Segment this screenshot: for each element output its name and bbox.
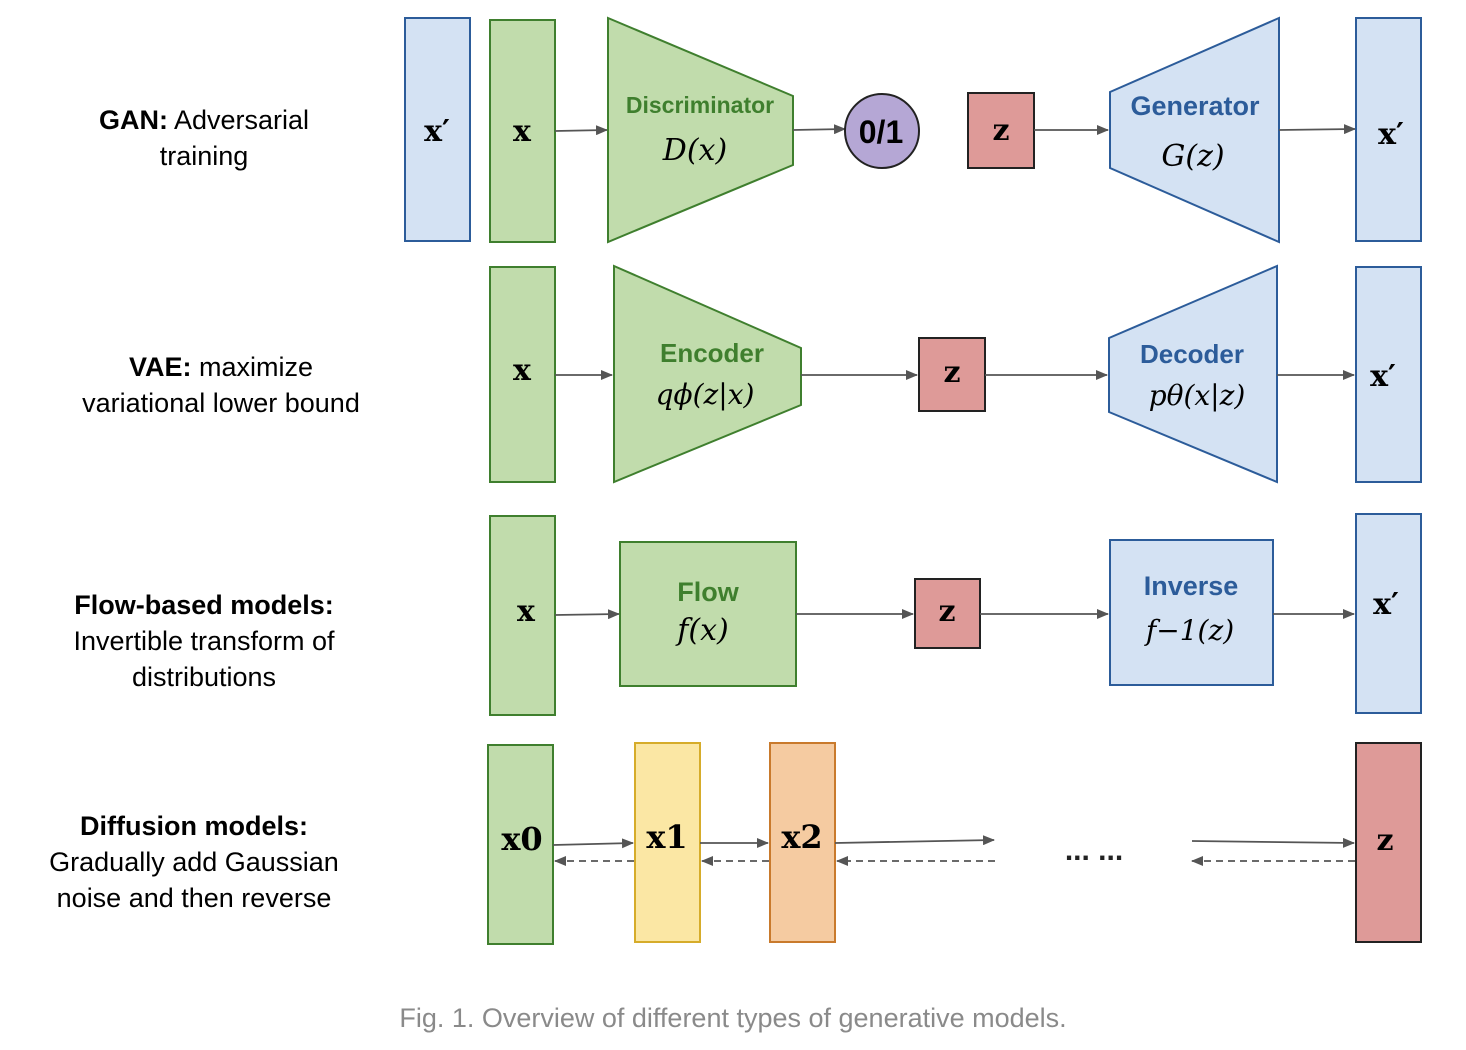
gan-label-line2: training <box>159 141 249 171</box>
flow-label-line2: Invertible transform of <box>73 626 335 656</box>
flow-box <box>619 541 797 687</box>
vae-label-bold: VAE: <box>128 352 192 382</box>
flow-z-text: z <box>938 594 955 629</box>
gan-label-bold: GAN: <box>98 105 168 135</box>
flow-title: Flow <box>677 577 739 607</box>
gan-z-text: z <box>992 113 1009 148</box>
inverse-box <box>1109 539 1274 686</box>
flow-label-bold: Flow-based models: <box>74 590 334 620</box>
flow-x-box <box>489 515 556 716</box>
diffusion-label-bold: Diffusion models: <box>80 811 308 841</box>
flow-x-text: x <box>517 594 536 629</box>
decoder-title: Decoder <box>1140 339 1244 369</box>
flow-arrow-x-to-flow <box>554 609 620 620</box>
gan-x-prime-input-text: x′ <box>424 114 450 149</box>
gan-output-text: 0/1 <box>859 114 903 150</box>
diffusion-x1-box <box>634 742 701 943</box>
diffusion-z-text: z <box>1376 823 1393 858</box>
gan-arrow-discriminator-to-output <box>792 124 846 135</box>
flow-label: Flow-based models: Invertible transform … <box>4 587 404 695</box>
gan-arrow-generator-to-output <box>1278 124 1356 135</box>
decoder-shape <box>1108 264 1278 484</box>
gan-output-circle <box>844 93 920 169</box>
vae-x-box <box>489 266 556 483</box>
vae-label: VAE: maximize variational lower bound <box>21 349 421 421</box>
gan-x-text: x <box>513 114 532 149</box>
vae-x-prime-output-text: x′ <box>1370 359 1396 394</box>
vae-z-text: z <box>943 355 960 390</box>
diffusion-label-line2: Gradually add Gaussian <box>49 847 339 877</box>
generator-title: Generator <box>1130 91 1260 121</box>
generator-function: G(z) <box>1161 139 1224 174</box>
decoder-function: pθ(x|z) <box>1149 379 1246 412</box>
diffusion-x1-text: x1 <box>646 818 687 856</box>
inverse-title: Inverse <box>1144 571 1239 601</box>
gan-label-rest: Adversarial <box>173 105 310 135</box>
inverse-function: f−1(z) <box>1144 614 1234 647</box>
diffusion-forward-arrow-to-z <box>1191 837 1355 848</box>
diffusion-ellipsis: ... ... <box>1065 834 1123 867</box>
flow-label-line3: distributions <box>131 662 277 692</box>
encoder-shape <box>613 264 802 484</box>
diffusion-label: Diffusion models: Gradually add Gaussian… <box>0 808 394 916</box>
flow-function: f(x) <box>675 613 728 648</box>
diffusion-forward-arrow-x2-on <box>834 835 995 846</box>
generator-shape <box>1109 16 1280 244</box>
discriminator-title: Discriminator <box>626 92 774 118</box>
gan-z-box <box>967 92 1035 169</box>
flow-x-prime-output-box <box>1355 513 1422 714</box>
generative-models-diagram: x′ x Discriminator D(x) 0/1 z Generator … <box>404 16 1422 945</box>
diffusion-z-box <box>1355 742 1422 943</box>
vae-x-prime-output-box <box>1355 266 1422 483</box>
gan-arrow-x-to-discriminator <box>554 125 608 136</box>
gan-x-prime-input-box <box>404 17 471 242</box>
gan-x-prime-output-box <box>1355 17 1422 242</box>
encoder-function: qϕ(z|x) <box>656 378 755 411</box>
gan-x-box <box>489 19 556 243</box>
gan-x-prime-output-text: x′ <box>1378 117 1404 152</box>
diffusion-label-line3: noise and then reverse <box>56 883 332 913</box>
flow-x-prime-output-text: x′ <box>1373 587 1399 622</box>
gan-label: GAN: Adversarial training <box>4 102 404 174</box>
vae-z-box <box>918 337 986 412</box>
figure-caption: Fig. 1. Overview of different types of g… <box>399 1003 1067 1033</box>
diffusion-forward-arrow-x0-x1 <box>552 838 634 849</box>
diffusion-x2-text: x2 <box>781 818 822 856</box>
discriminator-shape <box>607 16 794 244</box>
vae-label-rest: maximize <box>199 352 314 382</box>
diffusion-x0-text: x0 <box>501 820 542 858</box>
discriminator-function: D(x) <box>662 133 727 168</box>
diffusion-x2-box <box>769 742 836 943</box>
encoder-title: Encoder <box>660 338 764 368</box>
vae-label-line2: variational lower bound <box>82 388 360 418</box>
vae-x-text: x <box>513 353 532 388</box>
